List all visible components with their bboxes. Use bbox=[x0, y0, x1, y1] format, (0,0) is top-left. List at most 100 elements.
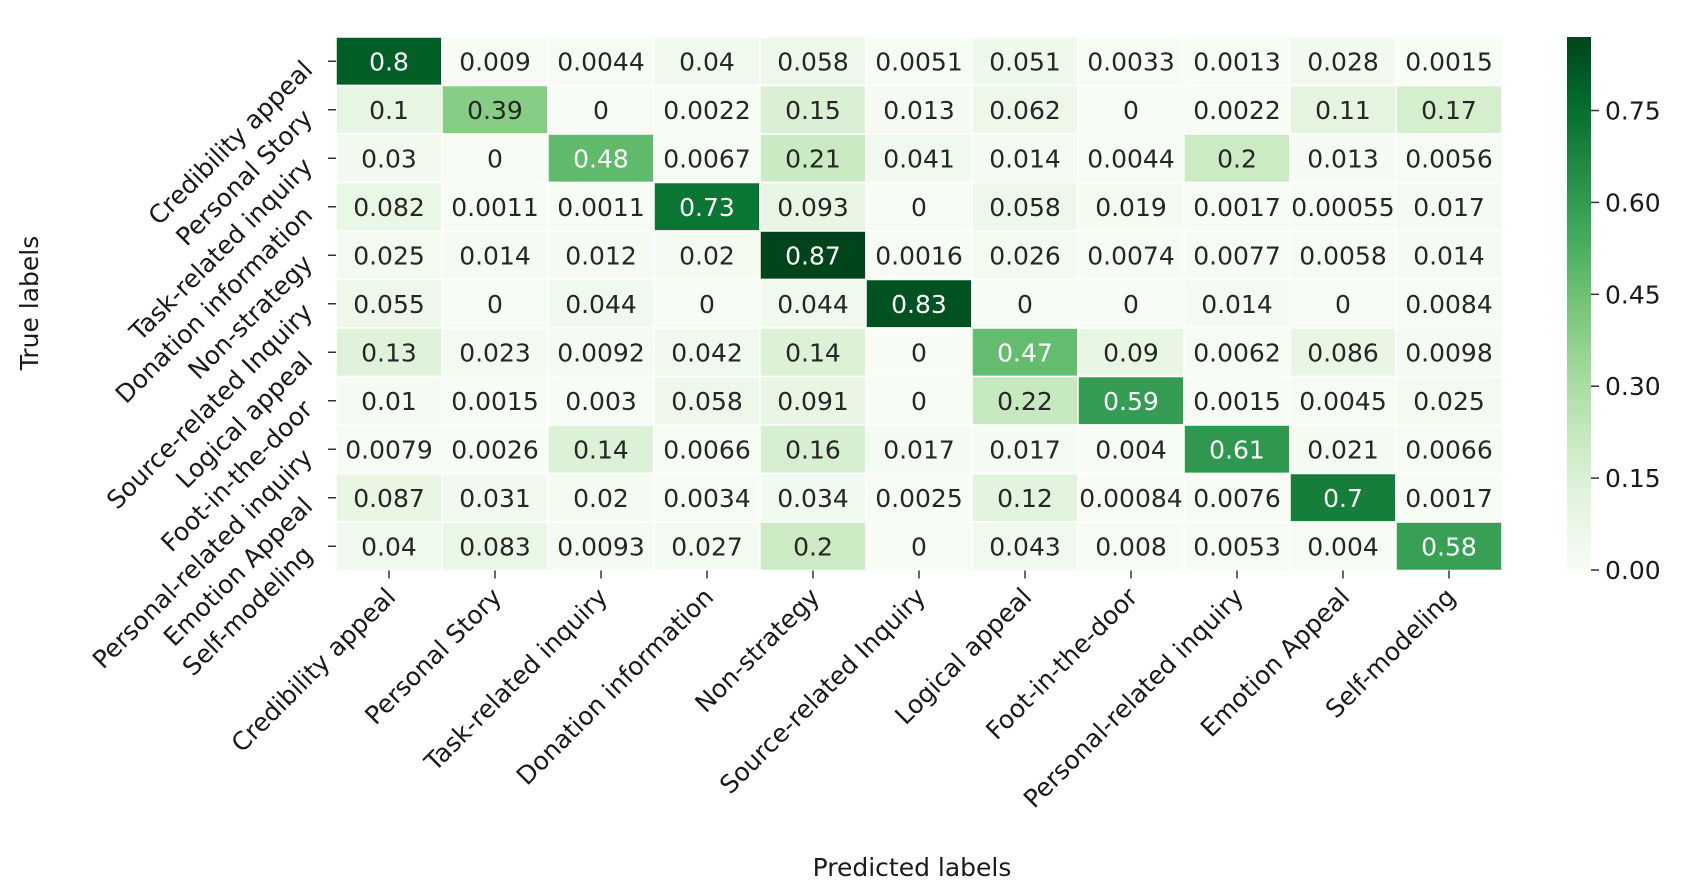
heatmap-cell-r4-c8 bbox=[1183, 230, 1291, 281]
cell-value-r1-c5: 0.013 bbox=[883, 96, 955, 125]
heatmap-cell-r1-c10 bbox=[1395, 84, 1503, 135]
heatmap-cell-r6-c5 bbox=[865, 327, 973, 378]
cell-value-r6-c7: 0.09 bbox=[1103, 338, 1159, 367]
cell-value-r9-c3: 0.0034 bbox=[663, 484, 750, 513]
cell-value-r2-c8: 0.2 bbox=[1217, 144, 1257, 173]
cell-value-r7-c7: 0.59 bbox=[1103, 387, 1159, 416]
colorbar-tick-label-5: 0.75 bbox=[1605, 97, 1661, 126]
cell-value-r6-c8: 0.0062 bbox=[1193, 338, 1280, 367]
heatmap-cell-r7-c0 bbox=[335, 375, 443, 426]
cell-value-r2-c0: 0.03 bbox=[361, 144, 417, 173]
heatmap-cell-r1-c5 bbox=[865, 84, 973, 135]
cell-value-r6-c1: 0.023 bbox=[459, 338, 531, 367]
cell-value-r6-c2: 0.0092 bbox=[557, 338, 644, 367]
heatmap-cell-r3-c5 bbox=[865, 181, 973, 232]
cell-value-r3-c3: 0.73 bbox=[679, 193, 735, 222]
cell-value-r9-c9: 0.7 bbox=[1323, 484, 1363, 513]
cell-value-r5-c0: 0.055 bbox=[353, 290, 425, 319]
heatmap-cell-r6-c1 bbox=[441, 327, 549, 378]
heatmap-cell-r5-c0 bbox=[335, 278, 443, 329]
heatmap-cell-r7-c4 bbox=[759, 375, 867, 426]
cell-value-r9-c10: 0.0017 bbox=[1405, 484, 1492, 513]
x-axis-title: Predicted labels bbox=[813, 853, 1012, 882]
cell-value-r10-c0: 0.04 bbox=[361, 532, 417, 561]
cell-value-r5-c6: 0 bbox=[1017, 290, 1033, 319]
heatmap-cell-r2-c4 bbox=[759, 133, 867, 184]
cell-value-r3-c7: 0.019 bbox=[1095, 193, 1167, 222]
heatmap-cell-r10-c8 bbox=[1183, 521, 1291, 572]
cell-value-r4-c7: 0.0074 bbox=[1087, 241, 1174, 270]
cell-value-r5-c8: 0.014 bbox=[1201, 290, 1273, 319]
cell-value-r6-c0: 0.13 bbox=[361, 338, 417, 367]
cell-value-r2-c9: 0.013 bbox=[1307, 144, 1379, 173]
cell-value-r9-c7: 0.00084 bbox=[1079, 484, 1182, 513]
cell-value-r9-c2: 0.02 bbox=[573, 484, 629, 513]
x-tick-label-personal-related-inquiry: Personal-related inquiry bbox=[1018, 582, 1250, 814]
heatmap-cell-r10-c1 bbox=[441, 521, 549, 572]
cell-value-r8-c9: 0.021 bbox=[1307, 435, 1379, 464]
heatmap-cell-r4-c1 bbox=[441, 230, 549, 281]
cell-value-r3-c10: 0.017 bbox=[1413, 193, 1485, 222]
cell-value-r5-c2: 0.044 bbox=[565, 290, 637, 319]
heatmap-cell-r0-c1 bbox=[441, 36, 549, 87]
cell-value-r0-c3: 0.04 bbox=[679, 47, 735, 76]
cell-value-r5-c7: 0 bbox=[1123, 290, 1139, 319]
cell-value-r5-c9: 0 bbox=[1335, 290, 1351, 319]
cell-value-r3-c0: 0.082 bbox=[353, 193, 425, 222]
heatmap-cell-r8-c9 bbox=[1289, 424, 1397, 475]
cell-value-r10-c9: 0.004 bbox=[1307, 532, 1379, 561]
cell-value-r8-c2: 0.14 bbox=[573, 435, 629, 464]
cell-value-r7-c2: 0.003 bbox=[565, 387, 637, 416]
cell-value-r4-c1: 0.014 bbox=[459, 241, 531, 270]
heatmap-cell-r10-c10 bbox=[1395, 521, 1503, 572]
cell-value-r7-c3: 0.058 bbox=[671, 387, 743, 416]
cell-value-r1-c10: 0.17 bbox=[1421, 96, 1477, 125]
heatmap-cell-r3-c3 bbox=[653, 181, 761, 232]
cell-value-r7-c0: 0.01 bbox=[361, 387, 417, 416]
cell-value-r4-c10: 0.014 bbox=[1413, 241, 1485, 270]
cell-value-r7-c6: 0.22 bbox=[997, 387, 1053, 416]
heatmap-cell-r0-c0 bbox=[335, 36, 443, 87]
heatmap-cell-r6-c3 bbox=[653, 327, 761, 378]
cell-value-r7-c4: 0.091 bbox=[777, 387, 849, 416]
cell-value-r2-c3: 0.0067 bbox=[663, 144, 750, 173]
heatmap-cell-r1-c0 bbox=[335, 84, 443, 135]
heatmap-cell-r8-c8 bbox=[1183, 424, 1291, 475]
cell-value-r3-c8: 0.0017 bbox=[1193, 193, 1280, 222]
heatmap-cell-labels: 0.8 0.009 0.0044 0.04 0.058 0.0051 0.051 0.0033… bbox=[345, 47, 1492, 561]
heatmap-cell-r7-c10 bbox=[1395, 375, 1503, 426]
cell-value-r0-c6: 0.051 bbox=[989, 47, 1061, 76]
y-axis-title: True labels bbox=[15, 236, 44, 372]
cell-value-r10-c6: 0.043 bbox=[989, 532, 1061, 561]
heatmap-cell-r10-c7 bbox=[1077, 521, 1185, 572]
colorbar-tick-label-1: 0.15 bbox=[1605, 464, 1661, 493]
cell-value-r7-c8: 0.0015 bbox=[1193, 387, 1280, 416]
cell-value-r2-c2: 0.48 bbox=[573, 144, 629, 173]
cell-value-r4-c0: 0.025 bbox=[353, 241, 425, 270]
heatmap-cell-r3-c10 bbox=[1395, 181, 1503, 232]
colorbar-gradient bbox=[1567, 37, 1591, 570]
heatmap-cell-r7-c3 bbox=[653, 375, 761, 426]
cell-value-r1-c7: 0 bbox=[1123, 96, 1139, 125]
heatmap-cell-r9-c3 bbox=[653, 472, 761, 523]
heatmap-cell-r7-c5 bbox=[865, 375, 973, 426]
cell-value-r5-c4: 0.044 bbox=[777, 290, 849, 319]
cell-value-r5-c3: 0 bbox=[699, 290, 715, 319]
heatmap-cell-r2-c6 bbox=[971, 133, 1079, 184]
heatmap-cell-r8-c0 bbox=[335, 424, 443, 475]
cell-value-r3-c9: 0.00055 bbox=[1291, 193, 1394, 222]
cell-value-r7-c5: 0 bbox=[911, 387, 927, 416]
colorbar-tick-label-4: 0.60 bbox=[1605, 188, 1661, 217]
heatmap-cell-r1-c7 bbox=[1077, 84, 1185, 135]
cell-value-r10-c3: 0.027 bbox=[671, 532, 743, 561]
cell-value-r10-c7: 0.008 bbox=[1095, 532, 1167, 561]
cell-value-r10-c10: 0.58 bbox=[1421, 532, 1477, 561]
heatmap-cell-r4-c9 bbox=[1289, 230, 1397, 281]
cell-value-r6-c9: 0.086 bbox=[1307, 338, 1379, 367]
heatmap-cell-r6-c0 bbox=[335, 327, 443, 378]
cell-value-r10-c5: 0 bbox=[911, 532, 927, 561]
cell-value-r6-c3: 0.042 bbox=[671, 338, 743, 367]
